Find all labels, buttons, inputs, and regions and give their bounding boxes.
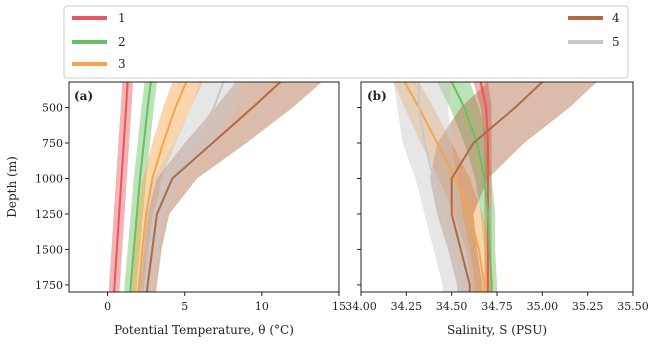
band-temperature-series-4 [139,82,323,292]
panel-salinity: (b) 34.00 34.25 34.50 34.75 35.00 35.25 35.50 … [345,81,649,337]
y-tick-label-0: 500 [42,102,63,115]
y-tick-label-4: 1500 [35,243,63,256]
line-salinity-series-3 [403,82,486,292]
x-axis-ticks-temperature: 0 5 10 15 [104,292,346,313]
y-axis-label: Depth (m) [5,156,19,218]
band-salinity-series-5 [393,82,476,292]
line-salinity-series-1 [479,82,489,292]
legend-label-3: 3 [118,57,126,71]
line-temperature-series-2 [129,82,152,292]
legend-label-5: 5 [612,35,620,49]
legend-entry-2: 2 [72,35,126,49]
x-tick-label-salinity-4: 35.00 [527,300,559,313]
panel-label-b: (b) [367,89,387,103]
x-axis-label-temperature: Potential Temperature, θ (°C) [114,323,294,337]
x-tick-label-temperature-3: 15 [332,300,346,313]
legend-frame [63,5,629,79]
x-tick-label-salinity-2: 34.50 [436,300,468,313]
x-tick-label-temperature-2: 10 [255,300,269,313]
x-tick-label-temperature-1: 5 [181,300,188,313]
legend: 1 2 3 4 5 [63,5,629,79]
plot-area-temperature [108,82,323,292]
legend-entry-3: 3 [72,57,126,71]
panel-temperature: (a) 0 5 10 15 500 750 1000 1250 1500 1750 Potent… [5,81,346,337]
legend-entry-4: 4 [568,11,620,25]
x-axis-ticks-salinity: 34.00 34.25 34.50 34.75 35.00 35.25 35.50 [345,292,649,313]
x-tick-label-salinity-1: 34.25 [391,300,423,313]
legend-label-4: 4 [612,11,620,25]
line-temperature-series-1 [113,82,129,292]
legend-entry-5: 5 [568,35,620,49]
panel-label-a: (a) [74,89,93,103]
line-temperature-series-5 [143,82,225,292]
x-tick-label-salinity-0: 34.00 [345,300,377,313]
line-temperature-series-4 [145,82,282,292]
band-temperature-series-2 [124,82,157,292]
legend-label-2: 2 [118,35,126,49]
band-temperature-series-5 [136,82,244,292]
legend-label-1: 1 [118,11,126,25]
legend-entry-1: 1 [72,11,126,25]
y-tick-label-3: 1250 [35,208,63,221]
line-temperature-series-3 [137,82,188,292]
band-salinity-series-4 [429,82,597,292]
y-tick-label-5: 1750 [35,279,63,292]
band-temperature-series-3 [130,82,204,292]
y-axis-ticks: 500 750 1000 1250 1500 1750 [35,102,69,292]
x-tick-label-salinity-6: 35.50 [617,300,649,313]
y-tick-label-1: 750 [42,137,63,150]
plot-area-salinity [357,82,597,292]
plot-frame-temperature [68,81,340,293]
y-tick-label-2: 1000 [35,172,63,185]
line-salinity-series-5 [418,82,462,292]
line-salinity-series-4 [450,82,544,292]
x-tick-label-temperature-0: 0 [104,300,111,313]
x-axis-label-salinity: Salinity, S (PSU) [447,323,547,337]
x-tick-label-salinity-3: 34.75 [481,300,513,313]
line-salinity-series-2 [450,82,493,292]
band-salinity-series-3 [393,82,494,292]
x-tick-label-salinity-5: 35.25 [572,300,604,313]
